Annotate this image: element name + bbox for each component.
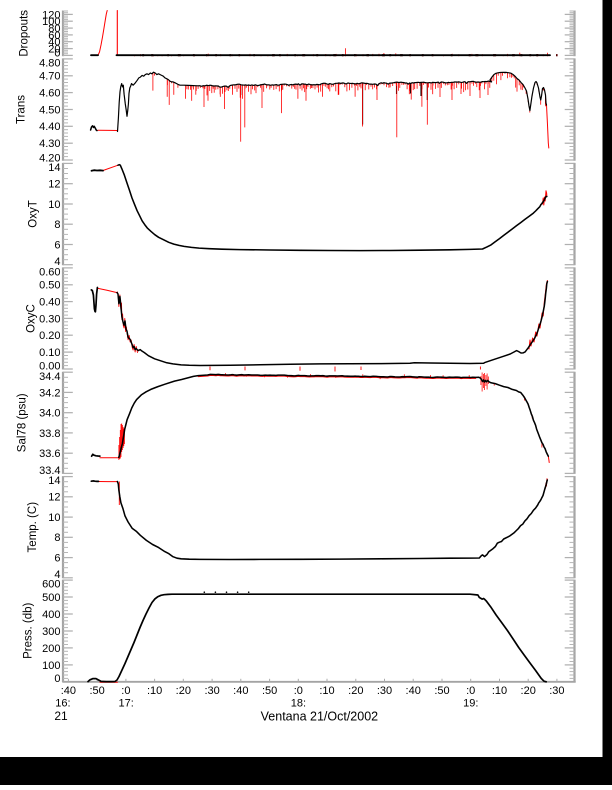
svg-text:8: 8 bbox=[54, 532, 60, 544]
svg-text:4.80: 4.80 bbox=[39, 58, 60, 70]
svg-text::10: :10 bbox=[492, 685, 507, 697]
svg-text:14: 14 bbox=[48, 475, 60, 487]
svg-text:12: 12 bbox=[48, 179, 60, 191]
svg-text::10: :10 bbox=[319, 685, 334, 697]
svg-text::20: :20 bbox=[176, 685, 191, 697]
svg-text:Press. (db): Press. (db) bbox=[23, 603, 35, 659]
svg-text:100: 100 bbox=[42, 660, 60, 672]
svg-text:21: 21 bbox=[54, 709, 68, 723]
svg-text:14: 14 bbox=[48, 162, 60, 174]
svg-text:0.20: 0.20 bbox=[39, 330, 60, 342]
svg-text:400: 400 bbox=[42, 609, 60, 621]
svg-text:12: 12 bbox=[48, 492, 60, 504]
svg-text::0: :0 bbox=[466, 685, 475, 697]
svg-text::20: :20 bbox=[521, 685, 536, 697]
svg-text:OxyT: OxyT bbox=[27, 200, 39, 227]
svg-text:600: 600 bbox=[42, 579, 60, 591]
svg-text:10: 10 bbox=[48, 199, 60, 211]
svg-text:0.30: 0.30 bbox=[39, 313, 60, 325]
svg-text:Temp. (C): Temp. (C) bbox=[27, 502, 39, 553]
svg-text::50: :50 bbox=[262, 685, 277, 697]
svg-text:8: 8 bbox=[54, 219, 60, 231]
svg-text:34.2: 34.2 bbox=[39, 387, 60, 399]
svg-text:16:: 16: bbox=[55, 698, 70, 710]
svg-text:4.30: 4.30 bbox=[39, 138, 60, 150]
svg-text:0.50: 0.50 bbox=[39, 280, 60, 292]
svg-text::30: :30 bbox=[377, 685, 392, 697]
svg-text::20: :20 bbox=[348, 685, 363, 697]
svg-text:33.6: 33.6 bbox=[39, 448, 60, 460]
svg-text:0.10: 0.10 bbox=[39, 347, 60, 359]
svg-text::40: :40 bbox=[61, 685, 76, 697]
svg-text:500: 500 bbox=[42, 592, 60, 604]
svg-text::50: :50 bbox=[89, 685, 104, 697]
svg-text:OxyC: OxyC bbox=[25, 304, 37, 333]
svg-text:33.8: 33.8 bbox=[39, 428, 60, 440]
svg-text::30: :30 bbox=[549, 685, 564, 697]
svg-text::0: :0 bbox=[294, 685, 303, 697]
svg-text::50: :50 bbox=[434, 685, 449, 697]
svg-text:Ventana 21/Oct/2002: Ventana 21/Oct/2002 bbox=[261, 710, 379, 724]
svg-text:34.4: 34.4 bbox=[39, 371, 60, 383]
svg-text::10: :10 bbox=[147, 685, 162, 697]
svg-text::40: :40 bbox=[406, 685, 421, 697]
svg-text:17:: 17: bbox=[119, 698, 134, 710]
svg-text:300: 300 bbox=[42, 626, 60, 638]
svg-text:6: 6 bbox=[54, 239, 60, 251]
svg-text::0: :0 bbox=[121, 685, 130, 697]
svg-text:0.60: 0.60 bbox=[39, 267, 60, 279]
svg-text:0.40: 0.40 bbox=[39, 297, 60, 309]
svg-text:34.0: 34.0 bbox=[39, 408, 60, 420]
svg-text::40: :40 bbox=[233, 685, 248, 697]
svg-text:18:: 18: bbox=[291, 698, 306, 710]
svg-text:10: 10 bbox=[48, 512, 60, 524]
svg-text:0: 0 bbox=[54, 673, 60, 685]
svg-text:4.50: 4.50 bbox=[39, 104, 60, 116]
svg-text::30: :30 bbox=[204, 685, 219, 697]
svg-text:200: 200 bbox=[42, 643, 60, 655]
svg-text:Trans: Trans bbox=[15, 95, 27, 124]
svg-text:Dropouts: Dropouts bbox=[19, 10, 31, 57]
svg-text:4.70: 4.70 bbox=[39, 71, 60, 83]
svg-text:4.40: 4.40 bbox=[39, 121, 60, 133]
svg-text:6: 6 bbox=[54, 553, 60, 565]
svg-text:4.60: 4.60 bbox=[39, 88, 60, 100]
svg-text:19:: 19: bbox=[463, 698, 478, 710]
svg-text:Sal78 (psu): Sal78 (psu) bbox=[17, 393, 29, 452]
